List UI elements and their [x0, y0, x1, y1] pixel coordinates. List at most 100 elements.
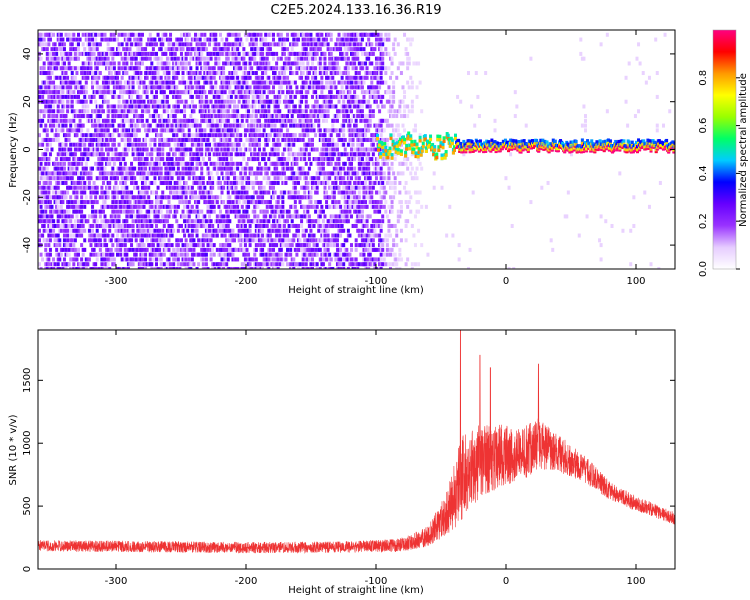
heatmap-cell: [162, 219, 166, 224]
heatmap-cell: [140, 185, 144, 190]
heatmap-cell: [211, 66, 215, 71]
heatmap-cell: [233, 267, 236, 269]
heatmap-cell: [267, 137, 271, 142]
heatmap-cell: [84, 219, 88, 224]
heatmap-cell: [75, 228, 79, 233]
heatmap-cell: [240, 262, 244, 267]
heatmap-cell: [292, 94, 296, 99]
heatmap-cell: [98, 161, 102, 166]
heatmap-cell: [317, 238, 321, 243]
heatmap-cell: [259, 66, 263, 71]
heatmap-cell: [66, 176, 70, 181]
heatmap-cell: [194, 37, 197, 42]
heatmap-cell: [254, 267, 258, 269]
heatmap-cell: [64, 228, 68, 233]
heatmap-cell: [290, 47, 294, 52]
heatmap-cell: [131, 262, 135, 267]
heatmap-cell: [39, 233, 43, 238]
heatmap-cell: [108, 123, 112, 128]
heatmap-cell: [218, 219, 222, 224]
heatmap-cell: [214, 42, 218, 47]
heatmap-cell: [254, 133, 258, 138]
heatmap-cell: [214, 85, 218, 90]
heatmap-cell: [153, 204, 157, 209]
heatmap-cell: [162, 142, 166, 147]
heatmap-cell: [173, 152, 177, 157]
heatmap-cell: [173, 123, 177, 128]
heatmap-cell: [251, 51, 255, 56]
heatmap-cell: [197, 42, 201, 47]
heatmap-cell: [195, 123, 199, 128]
heatmap-cell: [170, 166, 174, 171]
heatmap-cell: [123, 247, 127, 252]
heatmap-cell: [48, 223, 52, 228]
heatmap-cell: [169, 56, 173, 61]
heatmap-cell: [242, 142, 246, 147]
heatmap-cell: [315, 47, 319, 52]
heatmap-cell: [58, 238, 62, 243]
heatmap-cell: [282, 166, 286, 171]
heatmap-cell: [253, 128, 257, 133]
heatmap-cell: [184, 133, 188, 138]
heatmap-cell: [134, 233, 138, 238]
heatmap-cell: [250, 195, 254, 200]
heatmap-cell: [101, 118, 105, 123]
heatmap-cell: [167, 128, 171, 133]
heatmap-cell: [111, 152, 115, 157]
heatmap-cell: [303, 185, 307, 190]
heatmap-cell: [41, 214, 45, 219]
heatmap-cell: [217, 219, 221, 224]
heatmap-cell: [195, 233, 199, 238]
heatmap-cell: [229, 123, 233, 128]
heatmap-cell: [217, 157, 221, 162]
heatmap-cell: [148, 171, 152, 176]
heatmap-cell: [259, 133, 263, 138]
heatmap-cell: [234, 209, 238, 214]
heatmap-cell: [231, 56, 235, 61]
heatmap-cell: [94, 209, 98, 214]
heatmap-cell: [48, 90, 52, 95]
heatmap-cell: [198, 161, 202, 166]
heatmap-cell: [270, 171, 274, 176]
heatmap-cell: [145, 219, 149, 224]
heatmap-cell: [275, 104, 279, 109]
heatmap-cell: [72, 228, 76, 233]
heatmap-cell: [128, 171, 132, 176]
heatmap-cell: [61, 171, 65, 176]
heatmap-cell: [245, 247, 249, 252]
heatmap-cell: [83, 66, 87, 71]
heatmap-cell: [306, 247, 310, 252]
heatmap-cell: [131, 166, 135, 171]
heatmap-cell: [203, 214, 207, 219]
heatmap-cell: [222, 66, 226, 71]
heatmap-cell: [212, 47, 216, 52]
heatmap-cell: [156, 104, 160, 109]
heatmap-cell: [170, 123, 174, 128]
heatmap-cell: [229, 204, 233, 209]
heatmap-cell: [240, 238, 244, 243]
heatmap-cell: [133, 157, 137, 162]
heatmap-cell: [77, 56, 80, 61]
heatmap-cell: [226, 209, 230, 214]
heatmap-cell: [231, 142, 235, 147]
heatmap-cell: [268, 90, 272, 95]
heatmap-cell: [303, 114, 307, 119]
heatmap-cell: [61, 56, 65, 61]
heatmap-cell: [48, 195, 52, 200]
heatmap-cell: [106, 104, 110, 109]
heatmap-cell: [123, 109, 127, 114]
heatmap-cell: [296, 32, 300, 37]
heatmap-cell: [179, 128, 183, 133]
heatmap-cell: [248, 42, 252, 47]
heatmap-cell: [161, 90, 165, 95]
heatmap-cell: [173, 66, 177, 71]
heatmap-cell: [178, 157, 182, 162]
heatmap-cell: [140, 247, 144, 252]
heatmap-cell: [287, 137, 291, 142]
heatmap-cell: [80, 161, 84, 166]
heatmap-cell: [55, 185, 59, 190]
heatmap-cell: [58, 42, 62, 47]
heatmap-cell: [142, 137, 146, 142]
heatmap-cell: [98, 61, 102, 66]
heatmap-cell: [225, 61, 229, 66]
